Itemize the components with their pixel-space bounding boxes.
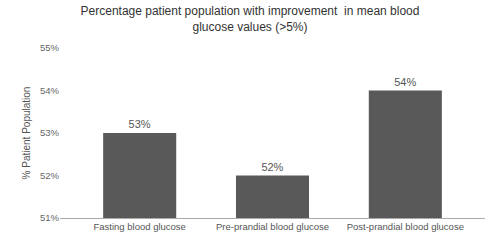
svg-text:% Patient Population: % Patient Population [21, 87, 32, 180]
svg-text:52%: 52% [40, 170, 60, 181]
svg-text:51%: 51% [40, 212, 60, 223]
svg-text:52%: 52% [261, 161, 283, 173]
svg-text:53%: 53% [40, 127, 60, 138]
svg-text:54%: 54% [394, 76, 416, 88]
svg-text:Pre-prandial blood glucose: Pre-prandial blood glucose [216, 221, 329, 232]
svg-text:Post-prandial blood glucose: Post-prandial blood glucose [347, 221, 464, 232]
svg-text:Fasting blood glucose: Fasting blood glucose [93, 221, 185, 232]
svg-text:55%: 55% [40, 42, 60, 53]
svg-text:Percentage patient population: Percentage patient population with impro… [81, 4, 420, 34]
svg-text:54%: 54% [40, 85, 60, 96]
svg-text:53%: 53% [129, 118, 151, 130]
